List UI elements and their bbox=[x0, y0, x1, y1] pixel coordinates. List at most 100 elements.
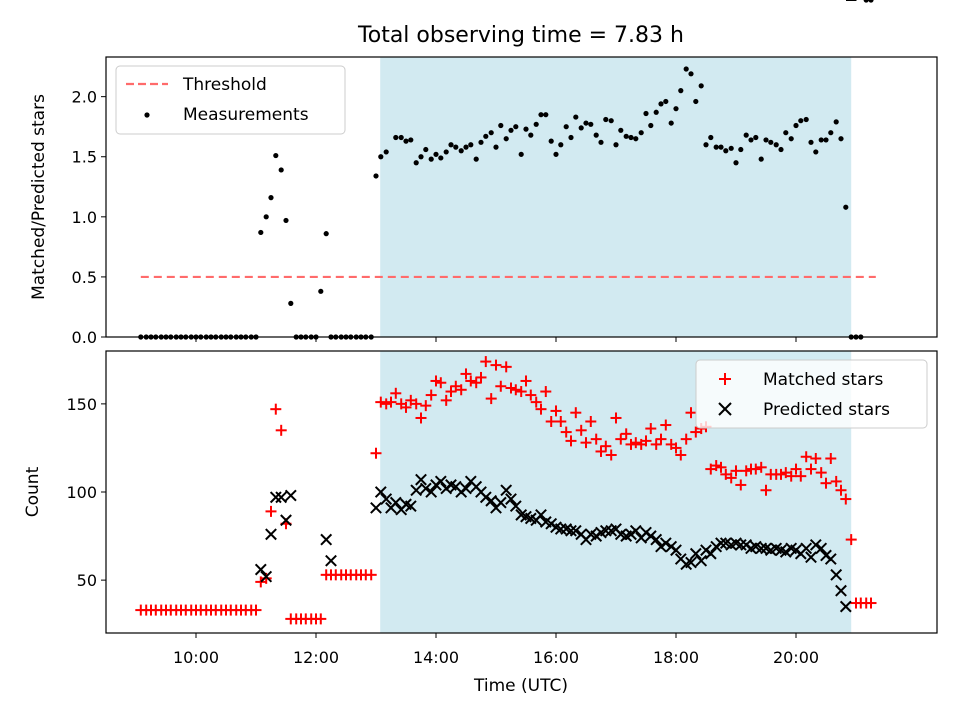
ratio-x-ticks bbox=[195, 337, 797, 342]
predicted-star-point bbox=[755, 542, 768, 555]
matched-star-point bbox=[625, 438, 637, 450]
count-y-ticks: 50 100 150 bbox=[66, 395, 106, 590]
measurement-point bbox=[383, 149, 389, 155]
measurement-point bbox=[503, 136, 509, 142]
matched-star-point bbox=[265, 505, 277, 517]
legend-predicted-swatch bbox=[718, 402, 732, 416]
matched-star-point bbox=[275, 424, 287, 436]
measurement-point bbox=[653, 109, 659, 115]
legend-measurement-swatch bbox=[144, 112, 150, 118]
measurement-point bbox=[433, 151, 439, 157]
measurement-point bbox=[623, 133, 629, 139]
predicted-star-point bbox=[565, 524, 577, 537]
measurement-point bbox=[288, 300, 294, 306]
measurement-point bbox=[488, 130, 494, 136]
matched-star-point bbox=[270, 403, 282, 415]
matched-star-point bbox=[710, 460, 722, 472]
matched-star-point bbox=[315, 613, 327, 625]
measurement-point bbox=[403, 138, 409, 144]
y-tick-label: 1.0 bbox=[72, 208, 97, 227]
measurement-point bbox=[423, 146, 429, 153]
matched-star-point bbox=[550, 405, 562, 417]
measurement-point bbox=[558, 142, 564, 148]
measurement-point bbox=[603, 116, 609, 123]
measurement-point bbox=[828, 130, 834, 136]
predicted-star-point bbox=[460, 482, 472, 495]
count-y-axis-label: Count bbox=[23, 466, 43, 517]
measurement-point bbox=[528, 132, 534, 138]
measurement-point bbox=[548, 138, 554, 144]
matched-star-point bbox=[460, 368, 472, 380]
matched-star-point bbox=[820, 477, 832, 489]
matched-star-point bbox=[425, 389, 437, 401]
matched-star-point bbox=[800, 451, 812, 463]
predicted-star-point bbox=[800, 542, 813, 555]
predicted-star-point bbox=[535, 509, 547, 521]
measurement-point bbox=[633, 136, 639, 142]
matched-star-point bbox=[470, 377, 482, 389]
observing-window-band bbox=[380, 57, 852, 337]
matched-star-point bbox=[660, 419, 672, 431]
matched-star-point bbox=[510, 384, 522, 396]
matched-star-point bbox=[570, 407, 582, 419]
matched-star-point bbox=[815, 467, 827, 479]
predicted-star-point bbox=[734, 538, 747, 551]
matched-star-point bbox=[545, 416, 557, 427]
matched-star-point bbox=[685, 407, 697, 419]
matched-star-point bbox=[655, 433, 667, 445]
ratio-legend: Threshold Measurements bbox=[115, 65, 346, 135]
matched-star-point bbox=[755, 461, 767, 473]
legend-box bbox=[695, 359, 928, 429]
measurement-point bbox=[723, 148, 729, 154]
predicted-star-point bbox=[659, 537, 672, 550]
measurement-point bbox=[703, 142, 709, 148]
matched-star-point bbox=[740, 465, 752, 477]
matched-star-point bbox=[865, 597, 877, 609]
predicted-star-point bbox=[670, 544, 682, 557]
matched-star-point bbox=[490, 359, 502, 371]
measurement-point bbox=[718, 144, 724, 150]
matched-star-point bbox=[680, 433, 692, 445]
measurement-point bbox=[323, 231, 329, 237]
measurement-point bbox=[693, 98, 699, 105]
measurement-point bbox=[868, 0, 874, 3]
measurement-point bbox=[833, 119, 839, 125]
measurement-point bbox=[498, 122, 504, 129]
y-tick-label: 2.0 bbox=[72, 88, 97, 107]
predicted-star-point bbox=[275, 491, 288, 504]
matched-star-point bbox=[535, 403, 547, 415]
matched-star-point bbox=[630, 437, 642, 449]
matched-star-point bbox=[580, 437, 592, 449]
measurement-point bbox=[443, 149, 449, 155]
predicted-star-point bbox=[485, 494, 498, 507]
measurement-point bbox=[863, 0, 869, 3]
measurement-point bbox=[513, 124, 519, 130]
measurement-point bbox=[728, 145, 734, 151]
measurement-point bbox=[493, 144, 499, 150]
predicted-star-point bbox=[599, 524, 612, 537]
measurement-point bbox=[588, 121, 594, 127]
matched-star-point bbox=[645, 423, 657, 435]
matched-star-point bbox=[475, 371, 487, 383]
measurement-point bbox=[398, 134, 404, 141]
matched-star-point bbox=[385, 396, 397, 408]
matched-star-point bbox=[760, 484, 772, 496]
measurement-point bbox=[808, 139, 814, 145]
predicted-star-point bbox=[280, 514, 292, 527]
matched-star-point bbox=[565, 435, 577, 447]
predicted-star-point bbox=[500, 484, 513, 497]
measurement-point bbox=[543, 112, 549, 118]
matched-star-point bbox=[375, 396, 387, 408]
measurement-point bbox=[683, 66, 689, 72]
predicted-star-point bbox=[554, 523, 567, 535]
predicted-star-point bbox=[815, 542, 828, 555]
x-tick-label: 10:00 bbox=[173, 648, 219, 667]
predicted-star-point bbox=[715, 537, 727, 550]
matched-star-point bbox=[515, 386, 527, 398]
matched-star-point bbox=[785, 470, 797, 482]
y-tick-label: 0.5 bbox=[72, 268, 97, 287]
predicted-star-point bbox=[265, 528, 277, 541]
matched-star-point bbox=[805, 463, 817, 475]
measurement-point bbox=[283, 217, 289, 224]
measurement-point bbox=[508, 127, 514, 133]
